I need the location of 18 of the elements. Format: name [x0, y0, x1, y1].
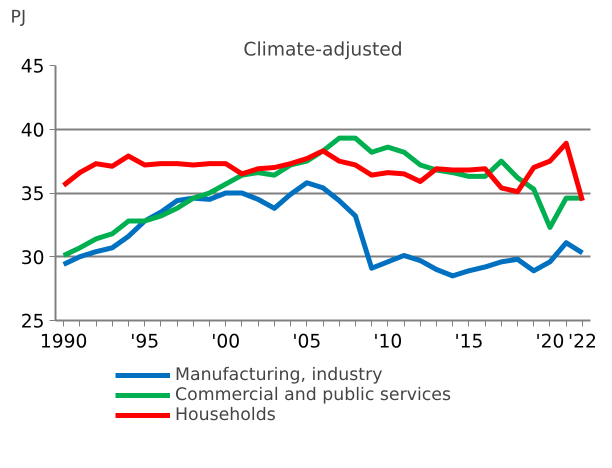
y-axis-title: PJ: [10, 8, 26, 28]
y-tick-label: 30: [20, 248, 45, 269]
y-tick-label: 25: [20, 312, 45, 332]
y-tick-label: 40: [20, 120, 45, 142]
chart-subtitle: Climate-adjusted: [243, 40, 403, 60]
x-tick-label: '15: [454, 332, 484, 352]
x-tick-label: '05: [292, 332, 322, 352]
x-tick-label: '20: [536, 332, 564, 352]
legend-label: Commercial and public services: [175, 385, 451, 405]
x-tick-label: '22: [568, 332, 597, 352]
x-tick-label: '00: [211, 332, 240, 352]
legend-label: Households: [175, 405, 276, 425]
y-tick-label: 35: [20, 184, 45, 205]
legend-label: Manufacturing, industry: [175, 365, 382, 385]
x-tick-label: 1990: [40, 332, 88, 352]
y-tick-label: 45: [20, 56, 45, 78]
x-tick-label: '10: [373, 332, 402, 352]
x-tick-label: '95: [130, 332, 160, 352]
